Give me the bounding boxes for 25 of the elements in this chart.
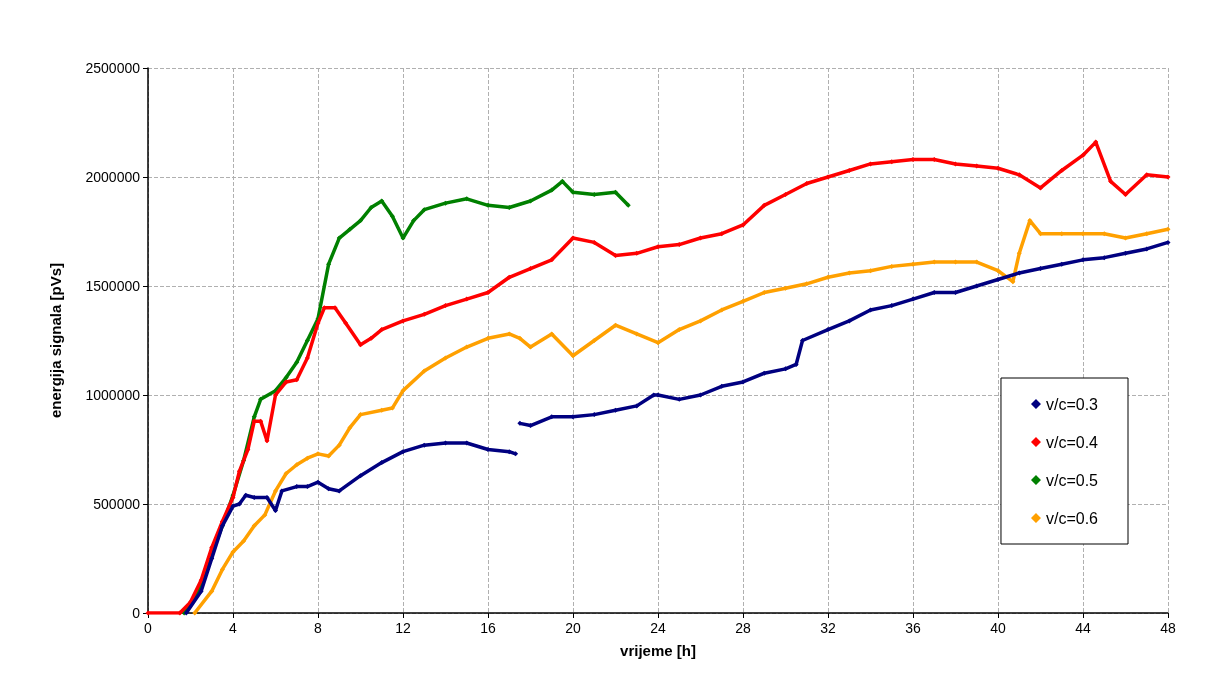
x-tick-label: 36 xyxy=(905,620,921,636)
legend-label: v/c=0.6 xyxy=(1045,509,1099,527)
y-axis-title: energija signala [pVs] xyxy=(47,262,64,419)
x-tick-label: 32 xyxy=(820,620,836,636)
y-tick-label: 0 xyxy=(132,605,141,621)
x-tick-label: 0 xyxy=(144,620,153,636)
y-tick-label: 2500000 xyxy=(85,60,141,76)
x-tick-label: 28 xyxy=(735,620,751,636)
y-tick-label: 2000000 xyxy=(85,169,141,185)
legend-label: v/c=0.5 xyxy=(1045,471,1099,489)
x-tick-label: 20 xyxy=(565,620,581,636)
x-tick-label: 8 xyxy=(314,620,323,636)
legend-label: v/c=0.3 xyxy=(1045,395,1099,413)
x-tick-label: 4 xyxy=(229,620,238,636)
y-tick-label: 1500000 xyxy=(85,278,141,294)
x-tick-label: 40 xyxy=(990,620,1006,636)
legend-label: v/c=0.4 xyxy=(1045,433,1099,451)
y-tick-label: 1000000 xyxy=(85,387,141,403)
x-tick-label: 48 xyxy=(1160,620,1176,636)
x-tick-label: 16 xyxy=(480,620,496,636)
x-axis-title: vrijeme [h] xyxy=(620,642,696,659)
y-tick-label: 500000 xyxy=(93,496,141,512)
x-tick-label: 24 xyxy=(650,620,666,636)
x-tick-label: 12 xyxy=(395,620,411,636)
x-tick-label: 44 xyxy=(1075,620,1091,636)
